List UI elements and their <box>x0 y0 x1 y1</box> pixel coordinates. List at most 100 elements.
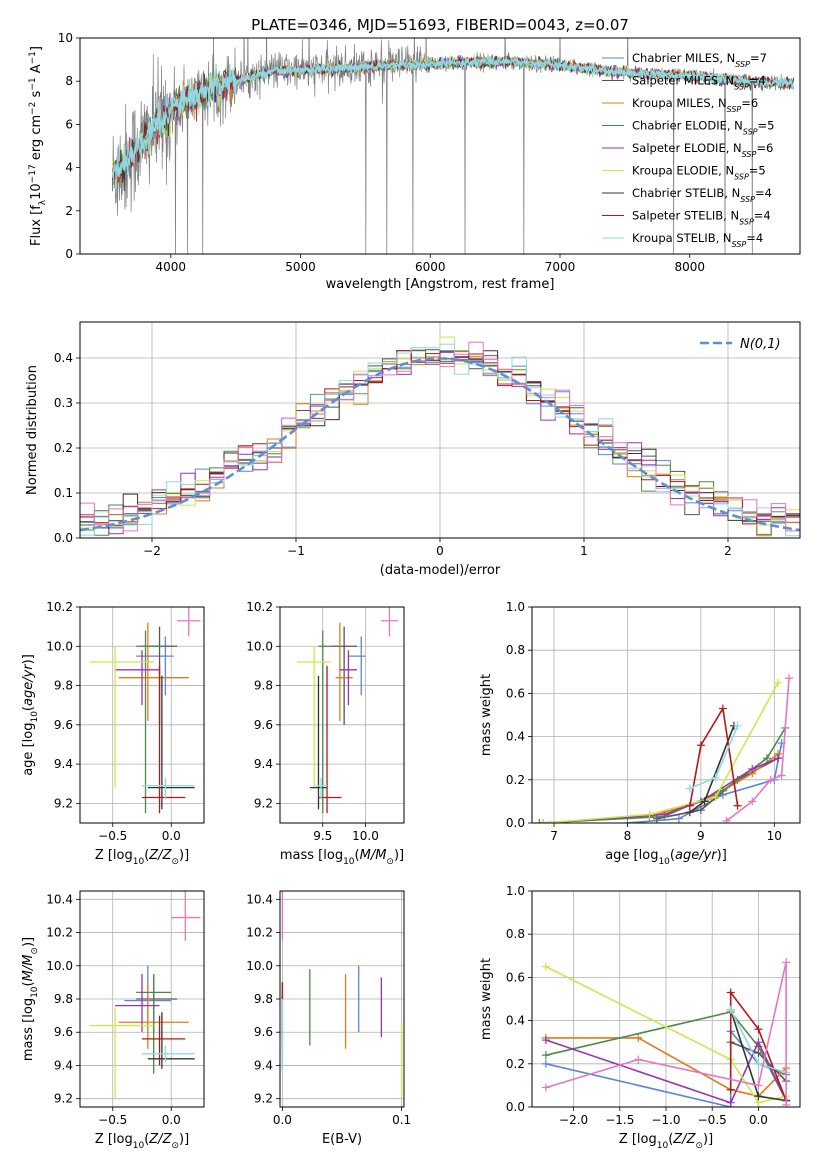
y-tick-label: 9.6 <box>254 1025 273 1039</box>
y-tick-label: 0.2 <box>54 441 73 455</box>
spectrum-legend: Chabrier MILES, NSSP=7 Salpeter MILES, NS… <box>602 51 774 249</box>
y-tick-label: 10.2 <box>46 926 73 940</box>
weight-line <box>729 990 787 1101</box>
weight-marker <box>782 1100 791 1107</box>
legend-entry: Salpeter STELIB, NSSP=4 <box>632 209 771 227</box>
weight-marker <box>777 771 786 780</box>
x-axis-label: mass [log10(M/M⊙)] <box>280 848 404 867</box>
plot-area <box>532 607 800 823</box>
x-tick-label: −1.5 <box>605 1113 634 1127</box>
weight-line <box>545 1039 787 1104</box>
x-axis-label: E(B-V) <box>322 1132 362 1147</box>
legend-entry: Salpeter MILES, NSSP=4 <box>632 74 766 92</box>
y-tick-label: 9.4 <box>254 757 273 771</box>
plot-area <box>532 891 800 1107</box>
axes-frame <box>531 890 801 1108</box>
weight-marker <box>685 784 694 793</box>
y-tick-label: 0.0 <box>54 531 73 545</box>
legend-entry: Kroupa ELODIE, NSSP=5 <box>632 164 766 182</box>
y-tick-label: 10.2 <box>46 600 73 614</box>
y-axis-label: mass weight <box>479 958 494 1040</box>
x-tick-label: 9.5 <box>313 829 332 843</box>
weight-marker <box>541 1083 550 1092</box>
weight-marker <box>784 674 793 683</box>
y-tick-label: 0.8 <box>506 643 525 657</box>
y-tick-label: 8 <box>65 74 73 88</box>
x-tick-label: 7 <box>550 829 558 843</box>
residual-histogram <box>80 343 800 538</box>
y-tick-label: 10.0 <box>46 959 73 973</box>
y-axis-label: mass [log10(M/M⊙)] <box>21 937 40 1061</box>
y-axis-label: Normed distribution <box>25 365 40 495</box>
weight-marker <box>754 1092 763 1101</box>
panel-weight_vs_age: 7 8 9 10 0.0 0.2 0.4 0.6 0.8 1.0 age [log10(age/yr… <box>479 600 801 867</box>
x-axis-label: age [log10(age/yr)] <box>605 848 727 867</box>
weight-marker <box>733 801 742 810</box>
weight-line <box>545 965 787 1104</box>
weight-marker <box>722 816 731 823</box>
weight-marker <box>541 1036 550 1045</box>
weight-marker <box>754 1081 763 1090</box>
y-tick-label: 9.4 <box>254 1058 273 1072</box>
x-tick-label: 0.0 <box>749 1113 768 1127</box>
y-tick-label: 10.4 <box>246 892 273 906</box>
y-axis-label: Flux [fλ10−17 erg cm−2 s−1 A−1] <box>28 46 48 246</box>
weight-marker <box>766 775 775 784</box>
weight-marker <box>762 754 771 763</box>
weight-marker <box>652 814 661 823</box>
y-tick-label: 9.8 <box>54 679 73 693</box>
x-axis-label: wavelength [Angstrom, rest frame] <box>326 277 555 292</box>
y-tick-label: 10.0 <box>246 639 273 653</box>
axes-frame <box>79 890 205 1108</box>
x-axis-label: Z [log10(Z/Z⊙)] <box>619 1132 713 1151</box>
y-tick-label: 0.0 <box>506 816 525 830</box>
weight-marker <box>726 1005 735 1014</box>
x-axis-label: Z [log10(Z/Z⊙)] <box>95 1132 189 1151</box>
weight-marker <box>700 797 709 806</box>
y-tick-label: 9.6 <box>54 718 73 732</box>
panel-weight_vs_Z: −2.0 −1.5 −1.0 −0.5 0.0 0.0 0.2 0.4 0.6 0.8 1.0 Z [… <box>479 884 801 1151</box>
y-tick-label: 9.8 <box>54 992 73 1006</box>
x-tick-label: 0.0 <box>162 829 181 843</box>
y-tick-label: 0 <box>65 247 73 261</box>
y-tick-label: 9.8 <box>254 679 273 693</box>
y-tick-label: 10.2 <box>246 926 273 940</box>
y-tick-label: 10.4 <box>46 892 73 906</box>
y-tick-label: 9.2 <box>54 796 73 810</box>
weight-marker <box>782 958 791 967</box>
axes-frame <box>79 606 205 824</box>
x-tick-label: −1.0 <box>651 1113 680 1127</box>
x-tick-label: 8 <box>624 829 632 843</box>
legend-entry: Kroupa MILES, NSSP=6 <box>632 96 758 114</box>
weight-marker <box>541 1059 550 1068</box>
y-tick-label: 0.6 <box>506 686 525 700</box>
y-tick-label: 0.4 <box>506 730 525 744</box>
gaussian-curve <box>80 357 800 532</box>
x-tick-label: 10 <box>767 829 782 843</box>
y-tick-label: 0.1 <box>54 486 73 500</box>
weight-marker <box>634 1033 643 1042</box>
weight-line <box>542 682 779 823</box>
x-tick-label: 0.1 <box>392 1113 411 1127</box>
panel-mass_vs_EBV: 0.0 0.1 9.2 9.4 9.6 9.8 10.0 10.2 10.4 E(B-V) <box>246 890 411 1147</box>
weight-marker <box>711 773 720 782</box>
weight-marker <box>696 741 705 750</box>
y-tick-label: 0.0 <box>506 1100 525 1114</box>
y-tick-label: 0.2 <box>506 773 525 787</box>
x-tick-label: 6000 <box>415 260 446 274</box>
y-tick-label: 6 <box>65 117 73 131</box>
spectrum-model-line <box>111 55 795 178</box>
weight-marker <box>541 1051 550 1060</box>
x-tick-label: 9 <box>697 829 705 843</box>
weight-marker <box>754 1059 763 1068</box>
y-tick-label: 0.6 <box>506 970 525 984</box>
panel-mass_vs_Z: −0.5 0.0 9.2 9.4 9.6 9.8 10.0 10.2 10.4 Z [log10(… <box>21 890 205 1151</box>
legend-entry: Chabrier MILES, NSSP=7 <box>632 51 767 69</box>
y-tick-label: 9.2 <box>254 796 273 810</box>
y-tick-label: 0.2 <box>506 1057 525 1071</box>
x-axis-label: (data-model)/error <box>380 563 501 578</box>
weight-marker <box>748 797 757 806</box>
weight-marker <box>535 819 544 823</box>
y-tick-label: 10.2 <box>246 600 273 614</box>
